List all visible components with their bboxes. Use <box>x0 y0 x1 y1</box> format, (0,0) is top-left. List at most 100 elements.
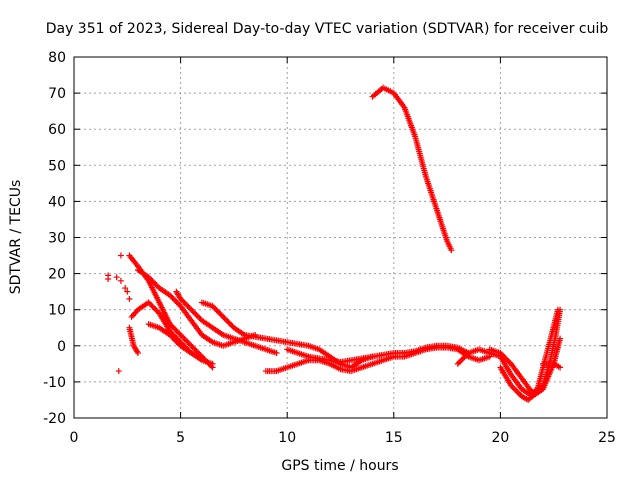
data-point <box>186 341 193 348</box>
data-point <box>122 285 129 292</box>
data-point <box>188 306 195 313</box>
data-point <box>512 386 519 393</box>
data-point <box>554 306 561 313</box>
data-point <box>172 297 179 304</box>
data-point <box>174 329 181 336</box>
data-point <box>498 351 505 358</box>
data-point <box>461 354 468 361</box>
data-point <box>188 350 195 357</box>
data-point <box>173 299 180 306</box>
data-point <box>148 302 155 309</box>
data-point <box>458 356 465 363</box>
data-point <box>149 278 156 285</box>
data-point <box>218 312 225 319</box>
data-point <box>185 303 192 310</box>
data-point <box>166 292 173 299</box>
data-point <box>173 327 180 334</box>
series-track-e <box>145 321 195 357</box>
y-tick-label: 80 <box>48 50 66 66</box>
data-point <box>212 305 219 312</box>
x-tick-label: 5 <box>176 430 185 446</box>
data-point <box>172 326 179 333</box>
data-point <box>115 368 122 375</box>
data-point <box>464 351 471 358</box>
data-point <box>174 300 181 307</box>
data-point <box>509 383 516 390</box>
data-point <box>188 342 195 349</box>
series-track-i <box>284 342 472 366</box>
data-point <box>181 299 188 306</box>
data-point <box>184 302 191 309</box>
data-point <box>181 336 188 343</box>
data-point <box>210 304 217 311</box>
data-point <box>153 282 160 289</box>
data-point <box>172 337 179 344</box>
data-point <box>217 311 224 318</box>
data-point <box>222 316 229 323</box>
data-point <box>105 276 112 283</box>
data-point <box>209 360 216 367</box>
series-isolated-early <box>105 252 133 375</box>
data-point <box>508 382 515 389</box>
series-track-f <box>173 288 280 357</box>
data-point <box>504 356 511 363</box>
y-tick-label: -10 <box>43 375 66 391</box>
data-point <box>501 354 508 361</box>
data-point <box>177 331 184 338</box>
data-point <box>189 344 196 351</box>
data-point <box>502 355 509 362</box>
series-track-g <box>198 299 376 371</box>
data-point <box>225 319 232 326</box>
y-tick-label: 40 <box>48 194 66 210</box>
data-point <box>134 350 141 357</box>
data-point <box>170 296 177 303</box>
series-track-d <box>126 324 141 357</box>
data-point <box>126 295 133 302</box>
x-tick-label: 25 <box>598 430 616 446</box>
data-point <box>146 275 153 282</box>
data-point <box>196 314 203 321</box>
series-track-k <box>486 306 564 396</box>
series-track-m <box>540 360 564 371</box>
data-point <box>145 299 152 306</box>
data-point <box>510 385 517 392</box>
y-tick-label: 10 <box>48 303 66 319</box>
data-point <box>150 304 157 311</box>
data-point <box>557 335 564 342</box>
data-point <box>226 320 233 327</box>
data-point <box>557 364 564 371</box>
data-point <box>457 358 464 365</box>
data-point <box>505 358 512 365</box>
x-tick-label: 0 <box>70 430 79 446</box>
data-point <box>169 294 176 301</box>
data-point <box>152 280 159 287</box>
data-point <box>178 297 185 304</box>
data-point <box>193 312 200 319</box>
data-point <box>190 309 197 316</box>
data-point <box>150 279 157 286</box>
y-tick-label: 20 <box>48 267 66 283</box>
data-point <box>213 307 220 314</box>
data-point <box>168 293 175 300</box>
series-track-b <box>134 266 259 349</box>
data-point <box>182 301 189 308</box>
y-tick-label: 70 <box>48 86 66 102</box>
y-tick-label: 30 <box>48 231 66 247</box>
data-point <box>169 323 176 330</box>
data-point <box>456 359 463 366</box>
y-ticks: -20 -10 0 10 20 30 40 50 60 70 80 <box>43 50 607 427</box>
y-tick-label: 0 <box>57 339 66 355</box>
data-point <box>146 300 153 307</box>
data-point <box>169 334 176 341</box>
data-point <box>462 352 469 359</box>
x-tick-label: 10 <box>278 430 296 446</box>
data-point <box>221 315 228 322</box>
data-points <box>105 84 564 403</box>
data-point <box>185 340 192 347</box>
data-point <box>180 298 187 305</box>
data-point <box>193 348 200 355</box>
data-point <box>454 360 461 367</box>
x-tick-label: 20 <box>491 430 509 446</box>
data-point <box>117 252 124 259</box>
data-point <box>149 303 156 310</box>
